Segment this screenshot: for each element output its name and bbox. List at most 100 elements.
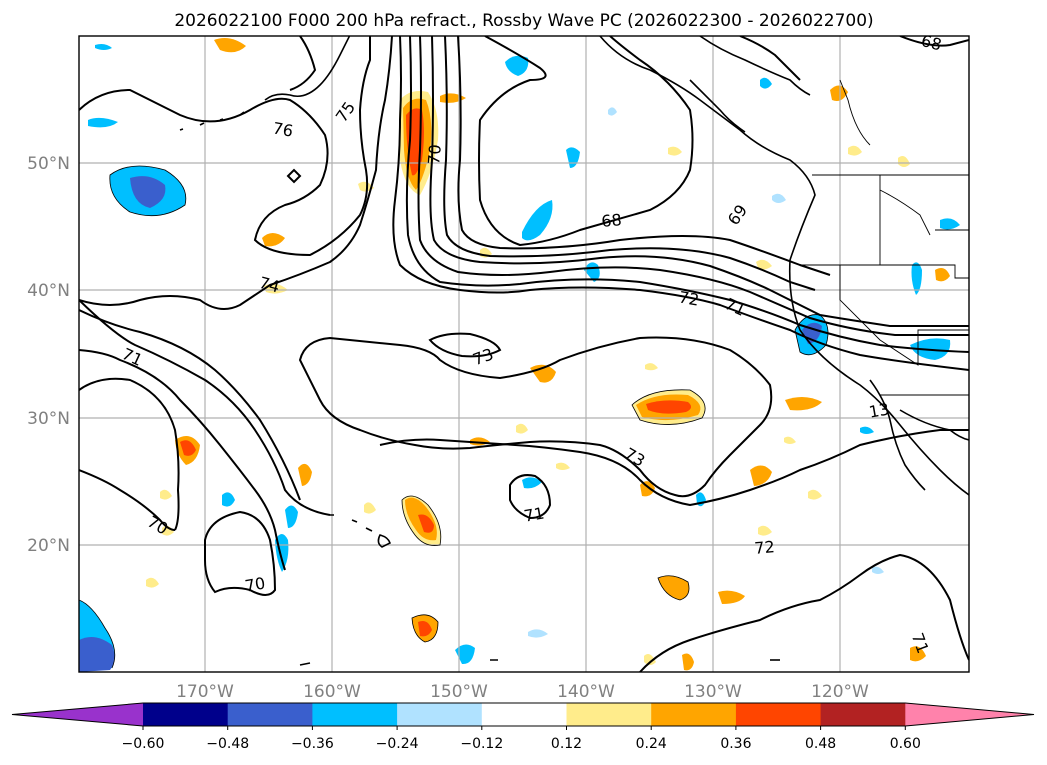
chart-title: 2026022100 F000 200 hPa refract., Rossby… (174, 11, 873, 31)
negative-anomaly-patch (95, 44, 112, 50)
anomaly-outlines (79, 165, 829, 669)
positive-anomaly-patch (418, 621, 432, 637)
negative-anomaly-patch (522, 477, 542, 489)
colorbar-extend-low (12, 703, 143, 726)
colorbar-extend-high (905, 703, 1034, 726)
positive-anomaly-fringe (264, 283, 288, 294)
refractivity-contours (79, 36, 969, 672)
colorbar-segment (312, 703, 398, 726)
colorbar-tick-label: 0.24 (636, 736, 667, 752)
positive-anomaly-patch (750, 465, 772, 486)
positive-anomaly-fringe (364, 502, 376, 514)
lat-label: 20°N (27, 536, 70, 556)
positive-anomaly-fringe (160, 489, 172, 500)
lon-label: 170°W (176, 682, 234, 702)
positive-anomaly-patch (658, 575, 689, 600)
positive-anomaly-fringe (645, 363, 658, 371)
negative-anomaly-patch (940, 218, 960, 230)
positive-anomaly-patch (262, 233, 285, 247)
positive-anomaly-fringe (146, 577, 159, 588)
colorbar-tick-label: −0.48 (206, 736, 249, 752)
latitude-labels: 50°N 40°N 30°N 20°N (27, 154, 70, 556)
colorbar-tick-label: −0.36 (291, 736, 334, 752)
negative-anomaly-fringe (872, 566, 884, 574)
contour-label: 72 (677, 287, 700, 309)
negative-anomaly-patch (222, 492, 235, 507)
map-area (79, 36, 969, 672)
contour-label: 72 (754, 537, 776, 558)
positive-anomaly-fringe (644, 654, 656, 665)
longitude-labels: 170°W 160°W 150°W 140°W 130°W 120°W (176, 682, 869, 702)
negative-anomaly-patch (130, 176, 166, 208)
negative-anomaly-fringe (772, 193, 786, 203)
colorbar-tick-label: −0.60 (122, 736, 165, 752)
colorbar-tick-label: 0.60 (890, 736, 921, 752)
contour-label: 76 (271, 118, 294, 140)
contour-label: 70 (243, 573, 266, 595)
contour-label: 74 (257, 273, 282, 297)
positive-anomaly-fringe (848, 145, 862, 156)
positive-anomaly-fringe (516, 423, 528, 434)
negative-anomaly-patch (760, 77, 772, 89)
negative-anomaly-patch (455, 644, 475, 665)
contour-labels: 68 76 75 70 68 69 74 72 71 73 71 73 13 7… (119, 31, 944, 656)
positive-anomaly-fringe (898, 156, 910, 167)
colorbar-segment (820, 703, 906, 726)
colorbar-segment (143, 703, 229, 726)
lat-label: 40°N (27, 281, 70, 301)
negative-anomaly-patch (79, 636, 115, 672)
negative-anomaly-patch (505, 55, 529, 76)
colorbar-tick-label: 0.36 (720, 736, 751, 752)
negative-anomaly-patch (911, 262, 922, 295)
negative-anomaly-patch (88, 117, 118, 128)
positive-anomaly-fringe (784, 436, 796, 444)
contour-label: 70 (424, 144, 445, 166)
gridlines (79, 36, 969, 672)
coastlines (179, 36, 969, 666)
lon-label: 120°W (811, 682, 869, 702)
colorbar-tick-label: −0.12 (460, 736, 503, 752)
colorbar-segment (735, 703, 822, 726)
contour-label: 71 (522, 503, 545, 525)
contour-label: 68 (601, 210, 623, 231)
negative-anomaly-patch (522, 200, 553, 241)
positive-anomaly-fringe (556, 462, 570, 470)
lat-label: 50°N (27, 154, 70, 174)
lon-label: 160°W (303, 682, 361, 702)
lat-label: 30°N (27, 409, 70, 429)
colorbar-segment (397, 703, 483, 726)
positive-anomaly-patch (418, 514, 434, 533)
colorbar-tick-label: 0.12 (551, 736, 582, 752)
colorbar-tick-label: −0.24 (376, 736, 419, 752)
contour-label: 68 (919, 31, 944, 55)
positive-anomaly-patch (935, 268, 950, 282)
colorbar (11, 702, 1035, 727)
positive-anomaly-patch (214, 38, 246, 53)
contour-label: 13 (867, 399, 890, 421)
positive-anomaly-fringe (668, 146, 682, 156)
positive-anomaly-patch (682, 653, 694, 671)
colorbar-segment (481, 703, 567, 726)
positive-anomaly-patch (718, 590, 745, 604)
lon-label: 140°W (557, 682, 615, 702)
positive-anomaly-fringe (808, 489, 822, 500)
colorbar-segment (651, 703, 737, 726)
positive-anomaly-patch (298, 463, 312, 486)
positive-anomaly-patch (785, 396, 822, 411)
positive-anomaly-patch (640, 481, 655, 497)
positive-anomaly-fringe (756, 259, 772, 270)
positive-anomaly-fringe (758, 525, 772, 536)
colorbar-tick-labels: −0.60 −0.48 −0.36 −0.24 −0.12 0.12 0.24 0.36 0.4… (122, 726, 921, 752)
map-frame (78, 35, 970, 673)
colorbar-segment (566, 703, 652, 726)
negative-anomaly-patch (285, 505, 298, 528)
negative-anomaly-patch (860, 426, 874, 434)
lon-label: 150°W (430, 682, 488, 702)
negative-anomaly-fringe (528, 629, 548, 638)
colorbar-tick-label: 0.48 (805, 736, 836, 752)
lon-label: 130°W (684, 682, 742, 702)
positive-anomaly-patch (646, 400, 692, 414)
negative-anomaly-fringe (608, 107, 617, 116)
positive-anomaly-patch (180, 440, 196, 456)
